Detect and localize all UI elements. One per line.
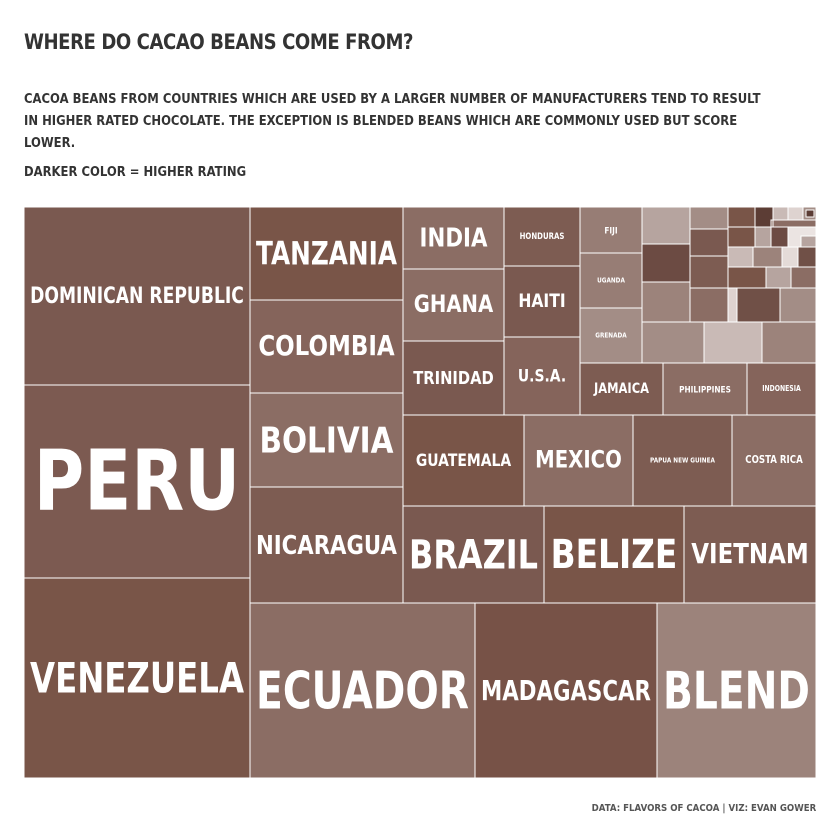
treemap-cell-small: [779, 287, 817, 323]
treemap-cell-haiti: [503, 265, 581, 338]
treemap-cell-small: [772, 206, 789, 221]
treemap-cell-small: [641, 243, 691, 283]
treemap-label-vietnam: VIETNAM: [691, 538, 808, 571]
treemap-label-ecuador: ECUADOR: [256, 660, 469, 721]
treemap-label-papua-new-guinea: PAPUA NEW GUINEA: [650, 456, 715, 465]
treemap-label-mexico: MEXICO: [535, 447, 622, 474]
treemap-label-belize: BELIZE: [551, 531, 678, 578]
treemap-cell-small: [754, 206, 774, 228]
treemap-label-uganda: UGANDA: [597, 276, 625, 285]
treemap-label-dominican-republic: DOMINICAN REPUBLIC: [30, 283, 244, 309]
treemap-cell-ghana: [402, 268, 505, 342]
treemap-cell-guatemala: [402, 414, 525, 507]
treemap-cell-small: [754, 226, 772, 248]
credit-line: DATA: FLAVORS OF CACOA | VIZ: EVAN GOWER: [591, 803, 816, 814]
treemap-cell-small: [727, 206, 756, 228]
treemap-cell-india: [402, 206, 505, 270]
treemap-label-bolivia: BOLIVIA: [259, 419, 393, 462]
treemap-label-tanzania: TANZANIA: [256, 234, 397, 272]
treemap-cell-venezuela: [23, 577, 251, 779]
treemap-label-jamaica: JAMAICA: [593, 381, 649, 397]
treemap-label-philippines: PHILIPPINES: [679, 384, 731, 395]
treemap-cell-small: [641, 321, 705, 364]
treemap-cell-small: [805, 209, 815, 218]
treemap-label-peru: PERU: [34, 433, 240, 530]
treemap-cell-small: [761, 321, 817, 364]
treemap-cell-madagascar: [474, 602, 658, 779]
treemap-cell-small: [641, 206, 691, 245]
treemap-cell-small: [765, 266, 792, 289]
treemap-cell-small: [689, 206, 729, 230]
treemap-label-nicaragua: NICARAGUA: [256, 530, 398, 561]
treemap-cell-blend: [656, 602, 817, 779]
treemap-cell-small: [752, 246, 783, 268]
treemap-cell-small: [727, 246, 754, 268]
chart-subtitle: CACOA BEANS FROM COUNTRIES WHICH ARE USE…: [24, 91, 761, 151]
treemap-cell-grenada: [579, 307, 643, 364]
treemap-cell-colombia: [249, 299, 404, 394]
treemap-label-fiji: FIJI: [604, 225, 617, 236]
treemap-label-venezuela: VENEZUELA: [30, 653, 244, 702]
treemap-cell-small: [736, 287, 781, 323]
treemap-cell-small: [772, 219, 817, 228]
treemap-cell-papua-new-guinea: [632, 414, 733, 507]
treemap-cell-small: [641, 281, 691, 323]
treemap-cell-small: [727, 287, 738, 323]
treemap-cell-u-s-a: [503, 336, 581, 416]
treemap-cell-honduras: [503, 206, 581, 267]
treemap-cell-bolivia: [249, 392, 404, 488]
treemap-label-brazil: BRAZIL: [409, 531, 538, 579]
treemap-cell-dominican-republic: [23, 206, 251, 386]
treemap-label-haiti: HAITI: [518, 291, 565, 313]
treemap-label-madagascar: MADAGASCAR: [481, 674, 651, 707]
treemap-label-indonesia: INDONESIA: [762, 385, 801, 394]
color-legend-note: DARKER COLOR = HIGHER RATING: [24, 164, 247, 180]
treemap-label-ghana: GHANA: [414, 291, 494, 318]
treemap-cell-peru: [23, 384, 251, 579]
treemap-label-trinidad: TRINIDAD: [413, 368, 494, 389]
treemap-cell-small: [797, 246, 817, 268]
treemap-cell-trinidad: [402, 340, 505, 416]
treemap-cell-uganda: [579, 252, 643, 309]
treemap-label-u-s-a: U.S.A.: [518, 366, 566, 386]
treemap-cell-ecuador: [249, 602, 476, 779]
chart-title: WHERE DO CACAO BEANS COME FROM?: [24, 30, 414, 54]
treemap-cell-small: [689, 255, 729, 289]
treemap-label-honduras: HONDURAS: [520, 232, 565, 242]
treemap-cell-small: [790, 266, 817, 289]
treemap-cell-small: [703, 321, 763, 364]
treemap-cell-small: [787, 206, 804, 221]
treemap-cell-jamaica: [579, 362, 664, 416]
treemap-label-grenada: GRENADA: [595, 331, 627, 340]
treemap-label-india: INDIA: [420, 223, 488, 254]
treemap-cell-small: [800, 235, 817, 248]
treemap-label-guatemala: GUATEMALA: [416, 451, 511, 471]
treemap-cell-fiji: [579, 206, 643, 254]
treemap-cell-small: [727, 226, 756, 248]
treemap-cell-small: [689, 228, 729, 257]
treemap-label-costa-rica: COSTA RICA: [745, 454, 803, 466]
treemap-cell-nicaragua: [249, 486, 404, 604]
treemap-cell-small: [781, 246, 799, 268]
treemap-cell-belize: [543, 505, 685, 604]
treemap-cell-tanzania: [249, 206, 404, 301]
treemap-label-blend: BLEND: [663, 660, 810, 721]
treemap-cell-mexico: [523, 414, 634, 507]
treemap-cell-small: [770, 219, 774, 228]
treemap-cell-philippines: [662, 362, 748, 416]
treemap-label-colombia: COLOMBIA: [258, 330, 394, 363]
treemap-cell-small: [770, 226, 789, 248]
treemap-cell-small: [727, 266, 767, 289]
